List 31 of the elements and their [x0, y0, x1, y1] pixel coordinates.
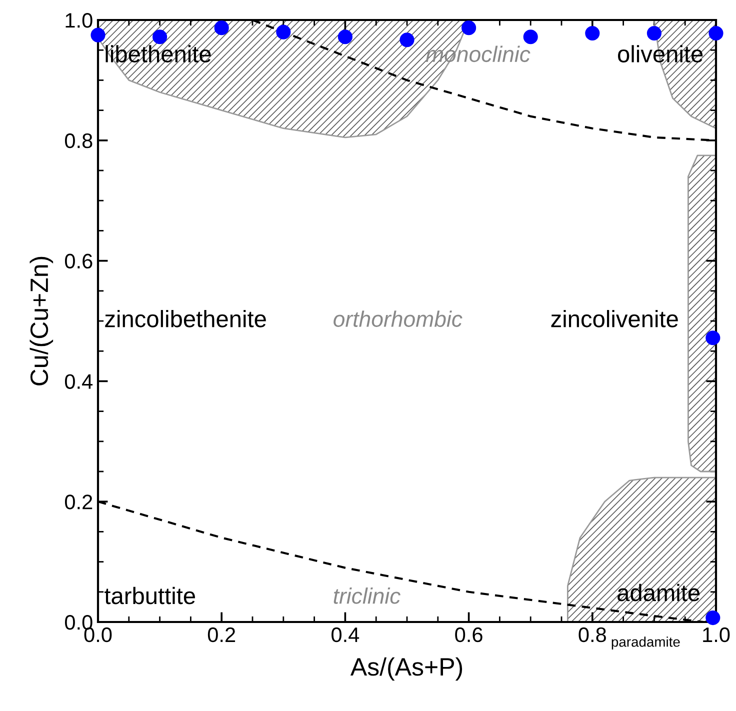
- x-tick-label: 1.0: [703, 627, 730, 642]
- point: [400, 32, 414, 48]
- point: [462, 20, 476, 36]
- y-tick-label: 0.4: [64, 374, 93, 389]
- point: [585, 26, 600, 41]
- point: [523, 30, 538, 44]
- y-tick-label: 0.6: [64, 254, 92, 269]
- y-tick-label: 0.8: [64, 133, 92, 148]
- annotation: tarbuttite: [104, 586, 196, 604]
- text: paradamite: [612, 636, 680, 650]
- point: [214, 20, 229, 36]
- x-axis-title: As/(As+P): [350, 657, 462, 681]
- annotation: zincolibethenite: [105, 310, 266, 328]
- x-tick-label: 0.8: [578, 627, 606, 642]
- point: [276, 24, 291, 40]
- x-tick-label: 0.6: [455, 627, 482, 642]
- point: [708, 26, 724, 41]
- x-tick-label: 0.4: [332, 627, 360, 642]
- point: [152, 30, 168, 44]
- point: [646, 26, 662, 41]
- x-tick-label: 0.2: [208, 627, 236, 642]
- point: [706, 610, 720, 626]
- point: [90, 28, 106, 42]
- y-tick-label: 0.2: [64, 494, 92, 510]
- y-axis-title: Cu/(Cu+Zn): [30, 256, 54, 386]
- point: [706, 330, 720, 346]
- annotation: triclinic: [334, 588, 400, 604]
- annotation: orthorhombic: [334, 310, 462, 327]
- point: [338, 30, 352, 44]
- annotation: zincolivenite: [551, 310, 678, 328]
- y-tick-label: 1.0: [66, 13, 92, 28]
